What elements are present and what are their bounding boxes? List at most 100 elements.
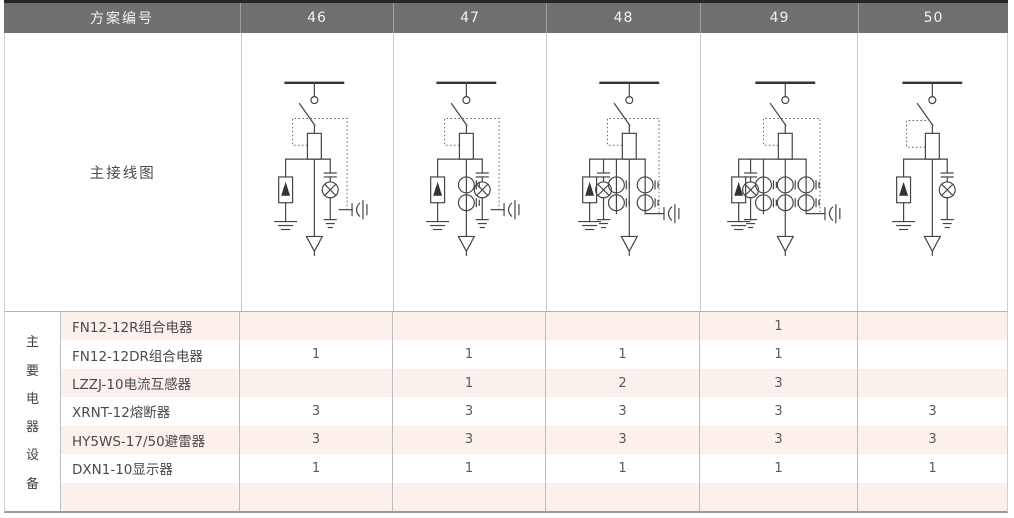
scheme-selection-table: 方案编号 46 47 48 49 50 主接线图 主要电器设备 FN12-12R组合电器… — [4, 0, 1008, 513]
current-transformer-symbol — [797, 176, 820, 212]
interlock-dotted-boundary — [906, 119, 931, 148]
busbar — [754, 81, 815, 98]
indicator-lamp-symbol — [321, 158, 339, 229]
equipment-qty — [699, 482, 857, 511]
feeder-arrow — [923, 158, 942, 256]
equipment-row: FN12-12R组合电器 1 — [61, 312, 1007, 341]
equipment-qty: 3 — [239, 425, 392, 455]
equipment-qty: 3 — [545, 397, 699, 426]
equipment-qty: 1 — [857, 454, 1007, 483]
feeder-arrow — [457, 158, 476, 256]
equipment-qty — [545, 312, 699, 341]
equipment-group-label: 主要电器设备 — [5, 312, 61, 511]
equipment-qty: 3 — [239, 397, 392, 426]
header-scheme-46: 46 — [240, 3, 393, 33]
equipment-qty — [239, 368, 392, 398]
equipment-qty — [392, 312, 545, 341]
equipment-name: XRNT-12熔断器 — [72, 405, 171, 422]
equipment-qty: 1 — [545, 340, 699, 369]
equipment-qty: 1 — [392, 454, 545, 483]
current-transformer-symbol — [776, 176, 799, 212]
busbar — [599, 81, 660, 98]
surge-arrester-symbol — [426, 158, 450, 231]
equipment-qty: 1 — [545, 454, 699, 483]
feeder-arrow — [775, 158, 794, 256]
indicator-lamp-symbol — [473, 158, 492, 229]
equipment-qty — [857, 340, 1007, 369]
equipment-qty — [239, 312, 392, 341]
wiring-diagram-46 — [240, 33, 394, 311]
equipment-name: LZZJ-10电流互感器 — [72, 377, 192, 394]
equipment-name: FN12-12R组合电器 — [72, 320, 193, 337]
busbar — [436, 81, 497, 98]
feeder-arrow — [620, 158, 639, 256]
equipment-qty — [545, 482, 699, 511]
equipment-qty: 1 — [392, 368, 545, 398]
equipment-qty: 1 — [699, 340, 857, 369]
equipment-qty: 1 — [392, 340, 545, 369]
surge-arrester-symbol — [578, 158, 602, 231]
fuse-symbol — [777, 132, 793, 160]
interlock-dotted-boundary — [444, 117, 500, 210]
surge-arrester-symbol — [273, 158, 297, 231]
wiring-diagram-49 — [699, 33, 858, 311]
equipment-qty: 1 — [239, 340, 392, 369]
header-scheme-50: 50 — [858, 3, 1008, 33]
equipment-name: HY5WS-17/50避雷器 — [72, 433, 206, 450]
earthing-plug-symbol — [490, 200, 520, 220]
header-scheme-49: 49 — [700, 3, 858, 33]
interlock-dotted-boundary — [291, 117, 348, 210]
earthing-plug-symbol — [805, 204, 841, 224]
equipment-group-char: 要 — [25, 363, 39, 379]
feeder-arrow — [304, 158, 323, 256]
equipment-row: FN12-12DR组合电器 1 1 1 1 — [61, 340, 1007, 369]
disconnector-symbol — [916, 96, 937, 134]
indicator-lamp-symbol — [594, 158, 612, 229]
fuse-symbol — [459, 132, 475, 160]
equipment-qty: 2 — [545, 368, 699, 398]
equipment-qty: 3 — [699, 397, 857, 426]
equipment-section: 主要电器设备 FN12-12R组合电器 1 FN12-12DR组合电器 1 1 1 1 LZZ… — [4, 311, 1008, 513]
equipment-qty: 1 — [239, 454, 392, 483]
equipment-qty: 3 — [545, 425, 699, 455]
equipment-qty: 3 — [392, 425, 545, 455]
equipment-row — [61, 482, 1007, 511]
wiring-diagram-48 — [545, 33, 700, 311]
equipment-qty — [857, 482, 1007, 511]
equipment-qty: 3 — [699, 368, 857, 398]
equipment-qty: 3 — [392, 397, 545, 426]
equipment-group-char: 主 — [25, 335, 39, 351]
wiring-diagram-50 — [857, 33, 1007, 311]
header-scheme-number-label: 方案编号 — [90, 11, 154, 27]
equipment-qty: 3 — [857, 425, 1007, 455]
equipment-qty: 3 — [699, 425, 857, 455]
current-transformer-symbol — [754, 176, 777, 212]
header-scheme-47: 47 — [393, 3, 546, 33]
equipment-group-char: 器 — [25, 420, 39, 436]
current-transformer-symbol — [636, 176, 659, 212]
equipment-qty — [239, 482, 392, 511]
equipment-qty: 3 — [857, 397, 1007, 426]
disconnector-symbol — [769, 96, 789, 134]
current-transformer-symbol — [607, 176, 630, 212]
equipment-group-char: 电 — [25, 391, 39, 407]
equipment-qty — [857, 368, 1007, 398]
main-wiring-label: 主接线图 — [89, 165, 156, 182]
equipment-rows: FN12-12R组合电器 1 FN12-12DR组合电器 1 1 1 1 LZZJ-10电流互… — [61, 312, 1007, 511]
fuse-symbol — [621, 132, 637, 160]
wiring-diagram-47 — [393, 33, 546, 311]
busbar — [902, 81, 963, 98]
surge-arrester-symbol — [892, 158, 916, 231]
equipment-qty: 1 — [699, 454, 857, 483]
equipment-qty — [392, 482, 545, 511]
header-scheme-48: 48 — [546, 3, 700, 33]
disconnector-symbol — [298, 96, 318, 134]
indicator-lamp-symbol — [939, 158, 957, 229]
fuse-symbol — [925, 132, 941, 160]
equipment-row: HY5WS-17/50避雷器 3 3 3 3 3 — [61, 425, 1007, 455]
equipment-row: XRNT-12熔断器 3 3 3 3 3 — [61, 397, 1007, 426]
main-wiring-diagram-row: 主接线图 — [4, 33, 1008, 311]
equipment-row: LZZJ-10电流互感器 1 2 3 — [61, 368, 1007, 398]
earthing-plug-symbol — [644, 204, 680, 224]
